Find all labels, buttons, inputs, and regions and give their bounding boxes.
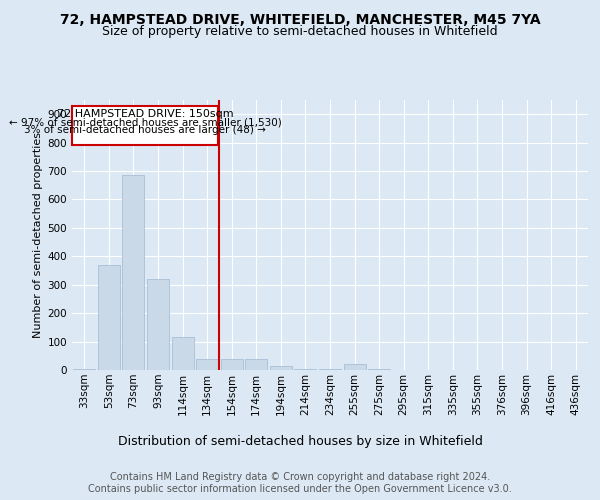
FancyBboxPatch shape	[72, 106, 218, 146]
Bar	[368, 368, 390, 370]
Bar	[147, 279, 169, 370]
Bar	[98, 265, 120, 370]
Bar	[73, 368, 95, 370]
Bar	[245, 358, 268, 370]
Bar	[295, 368, 316, 370]
Text: Contains HM Land Registry data © Crown copyright and database right 2024.
Contai: Contains HM Land Registry data © Crown c…	[88, 472, 512, 494]
Bar	[172, 338, 194, 370]
Y-axis label: Number of semi-detached properties: Number of semi-detached properties	[34, 132, 43, 338]
Text: 72 HAMPSTEAD DRIVE: 150sqm: 72 HAMPSTEAD DRIVE: 150sqm	[57, 108, 233, 118]
Bar	[196, 358, 218, 370]
Text: Size of property relative to semi-detached houses in Whitefield: Size of property relative to semi-detach…	[102, 25, 498, 38]
Bar	[270, 366, 292, 370]
Bar	[344, 364, 365, 370]
Bar	[221, 358, 243, 370]
Text: ← 97% of semi-detached houses are smaller (1,530): ← 97% of semi-detached houses are smalle…	[9, 117, 281, 127]
Text: 3% of semi-detached houses are larger (48) →: 3% of semi-detached houses are larger (4…	[24, 125, 266, 135]
Text: 72, HAMPSTEAD DRIVE, WHITEFIELD, MANCHESTER, M45 7YA: 72, HAMPSTEAD DRIVE, WHITEFIELD, MANCHES…	[59, 12, 541, 26]
Text: Distribution of semi-detached houses by size in Whitefield: Distribution of semi-detached houses by …	[118, 435, 482, 448]
Bar	[319, 368, 341, 370]
Bar	[122, 176, 145, 370]
